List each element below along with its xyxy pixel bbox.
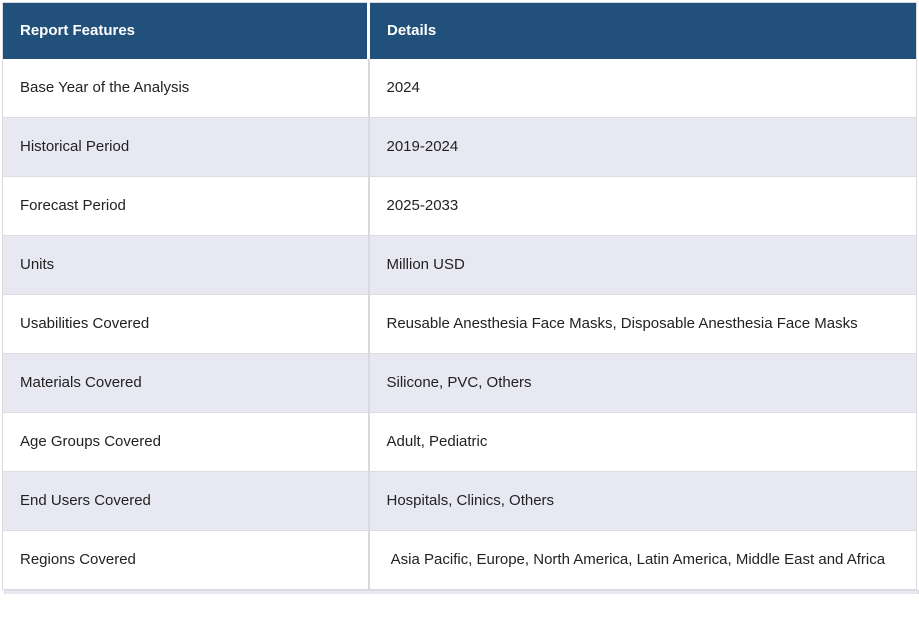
detail-cell: Asia Pacific, Europe, North America, Lat… (368, 530, 917, 590)
header-row: Report Features Details (2, 2, 917, 59)
table-row-materials-covered: Materials Covered Silicone, PVC, Others (2, 353, 917, 413)
feature-cell: Forecast Period (2, 176, 370, 236)
detail-cell: Hospitals, Clinics, Others (368, 471, 917, 531)
feature-cell: Regions Covered (2, 530, 370, 590)
feature-cell: Units (2, 235, 370, 295)
table-row-units: Units Million USD (2, 235, 917, 295)
header-details: Details (368, 2, 917, 59)
table-body: Base Year of the Analysis 2024 Historica… (2, 59, 917, 590)
feature-cell: Historical Period (2, 117, 370, 177)
table-row-regions-covered: Regions Covered Asia Pacific, Europe, No… (2, 530, 917, 590)
detail-cell: 2019-2024 (368, 117, 917, 177)
detail-cell: 2025-2033 (368, 176, 917, 236)
detail-cell: Adult, Pediatric (368, 412, 917, 472)
table-row-historical-period: Historical Period 2019-2024 (2, 117, 917, 177)
table-row-age-groups-covered: Age Groups Covered Adult, Pediatric (2, 412, 917, 472)
feature-cell: Usabilities Covered (2, 294, 370, 354)
feature-cell: End Users Covered (2, 471, 370, 531)
detail-cell: Silicone, PVC, Others (368, 353, 917, 413)
table-header: Report Features Details (2, 2, 917, 59)
next-row-partial (4, 590, 919, 594)
table-row-usabilities-covered: Usabilities Covered Reusable Anesthesia … (2, 294, 917, 354)
table-row-base-year: Base Year of the Analysis 2024 (2, 59, 917, 118)
header-report-features: Report Features (2, 2, 370, 59)
feature-cell: Age Groups Covered (2, 412, 370, 472)
feature-cell: Base Year of the Analysis (2, 59, 370, 118)
report-features-table: Report Features Details Base Year of the… (2, 2, 917, 590)
detail-cell: Reusable Anesthesia Face Masks, Disposab… (368, 294, 917, 354)
detail-cell: Million USD (368, 235, 917, 295)
report-features-page: Report Features Details Base Year of the… (2, 2, 919, 594)
table-row-end-users-covered: End Users Covered Hospitals, Clinics, Ot… (2, 471, 917, 531)
detail-cell: 2024 (368, 59, 917, 118)
feature-cell: Materials Covered (2, 353, 370, 413)
table-row-forecast-period: Forecast Period 2025-2033 (2, 176, 917, 236)
